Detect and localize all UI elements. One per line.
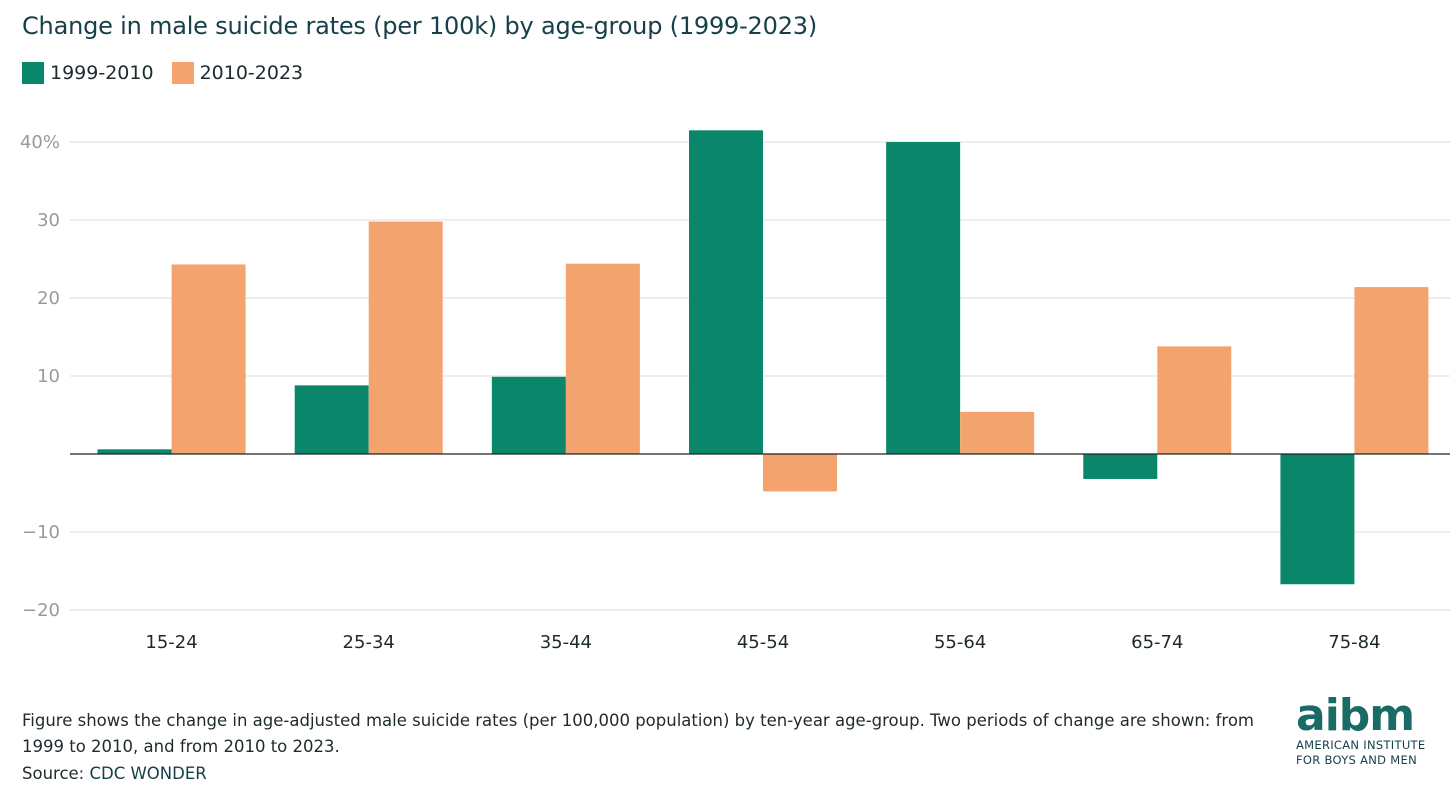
source-prefix: Source:: [22, 764, 90, 783]
x-tick-label: 65-74: [1131, 632, 1183, 653]
y-tick-label: −20: [22, 600, 60, 621]
legend-swatch-series-1: [22, 62, 44, 84]
legend-label-series-1: 1999-2010: [50, 62, 154, 84]
x-tick-label: 55-64: [934, 632, 986, 653]
y-tick-label: −10: [22, 522, 60, 543]
source-link[interactable]: CDC WONDER: [89, 764, 207, 783]
bar-chart: 40% 30 20 10 −10 −20 15-24 25-34 35-44 45-54 55-64…: [20, 130, 1450, 653]
bar-1: [689, 130, 763, 455]
bar-1: [1083, 454, 1158, 479]
x-tick-label: 15-24: [145, 632, 197, 653]
legend-item-series-2: 2010-2023: [171, 62, 304, 84]
x-tick-label: 25-34: [343, 632, 395, 653]
y-tick-label: 20: [37, 288, 60, 309]
bar-2: [368, 221, 443, 454]
bar-1: [1280, 454, 1355, 585]
x-tick-label: 45-54: [737, 632, 789, 653]
chart-title: Change in male suicide rates (per 100k) …: [22, 12, 817, 40]
legend-item-series-1: 1999-2010: [22, 62, 154, 84]
legend-swatch-series-2: [171, 62, 194, 84]
y-tick-label: 40%: [20, 132, 60, 153]
bar-2: [763, 454, 837, 492]
bar-2: [1354, 287, 1429, 454]
x-tick-label: 35-44: [540, 632, 592, 653]
logo-line-1: AMERICAN INSTITUTE: [1296, 738, 1426, 752]
legend-label-series-2: 2010-2023: [199, 62, 304, 84]
y-tick-label: 10: [37, 366, 60, 387]
bar-1: [294, 385, 369, 454]
bar-2: [565, 263, 640, 454]
y-tick-label: 30: [37, 210, 60, 231]
bar-1: [886, 142, 961, 454]
bar-2: [171, 264, 246, 454]
chart-legend: 1999-2010 2010-2023: [22, 62, 321, 84]
bar-1: [491, 376, 566, 454]
aibm-logo: aibm AMERICAN INSTITUTE FOR BOYS AND MEN: [1296, 694, 1446, 768]
source-line: Source: CDC WONDER: [22, 764, 207, 783]
bar-2: [960, 411, 1035, 454]
bar-2: [1157, 346, 1232, 454]
logo-line-2: FOR BOYS AND MEN: [1296, 753, 1417, 767]
x-tick-label: 75-84: [1328, 632, 1380, 653]
logo-mark: aibm: [1296, 690, 1415, 741]
bar-1: [97, 449, 172, 454]
figure-footnote: Figure shows the change in age-adjusted …: [22, 711, 1254, 756]
